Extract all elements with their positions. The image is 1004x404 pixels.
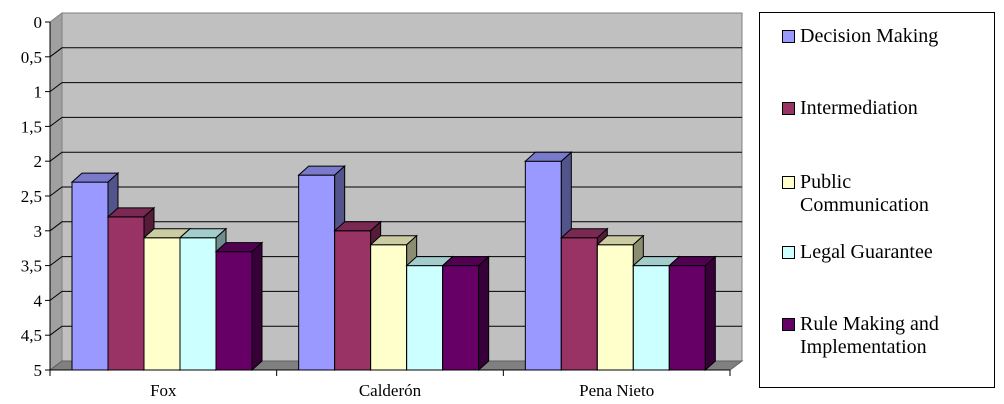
bar-front	[370, 244, 408, 371]
gridline	[49, 290, 742, 301]
legend-item: Rule Making and Implementation	[782, 313, 980, 359]
y-tick-label: 1	[34, 83, 43, 102]
bar-front	[215, 251, 253, 371]
x-tick-label: Pena Nieto	[579, 381, 654, 400]
bar-side	[478, 255, 490, 372]
bar-front	[298, 174, 336, 371]
bar	[668, 255, 717, 372]
bar-front	[143, 237, 181, 371]
gridline	[49, 47, 742, 58]
gridline	[49, 82, 742, 92]
bar-front	[632, 265, 670, 371]
x-tick-label: Calderón	[359, 381, 422, 400]
legend-swatch	[782, 246, 795, 259]
bar-front	[596, 244, 634, 371]
gridline	[49, 256, 742, 267]
y-tick-label: 4,5	[21, 326, 42, 345]
y-tick-label: 3,5	[21, 257, 42, 276]
chart-legend: Decision Making Intermediation Public Comm…	[759, 12, 995, 388]
y-tick-label: 3	[34, 222, 43, 241]
legend-item: Legal Guarantee	[782, 241, 980, 264]
legend-label: Decision Making	[800, 25, 939, 47]
legend-item: Decision Making	[782, 25, 980, 48]
y-tick-label: 0,5	[21, 48, 42, 67]
legend-swatch	[782, 30, 795, 43]
gridline	[49, 116, 742, 127]
legend-swatch	[782, 176, 795, 189]
gridline	[49, 151, 742, 162]
legend-swatch	[782, 102, 795, 115]
gridline	[49, 186, 742, 197]
y-tick-label: 2	[34, 152, 43, 171]
legend-label: Rule Making and Implementation	[800, 313, 939, 358]
legend-item: Public Communication	[782, 171, 980, 217]
bar-side	[251, 241, 263, 372]
bar-front	[71, 181, 109, 371]
bar-front	[179, 237, 217, 371]
legend-item: Intermediation	[782, 97, 980, 120]
y-tick-label: 2,5	[21, 187, 42, 206]
bar-front	[442, 265, 480, 371]
bar-front	[668, 265, 706, 371]
bar-front	[524, 160, 562, 371]
bar-side	[704, 255, 716, 372]
bar-front	[406, 265, 444, 371]
bar	[214, 241, 264, 372]
bar	[441, 255, 490, 372]
y-tick-label: 1,5	[21, 117, 42, 136]
bar-front	[334, 230, 372, 371]
y-tick-label: 4	[34, 291, 43, 310]
bar-front	[107, 216, 145, 371]
y-tick-label: 0	[34, 13, 43, 32]
gridline	[49, 221, 742, 232]
bar-chart: 0 0,5 1 1,5 2 2,5 3 3,5 4 4,5 5 Fox Calderón Pena Nie…	[21, 12, 744, 400]
x-tick-label: Fox	[150, 381, 177, 400]
y-tick-label: 5	[34, 361, 43, 380]
gridline	[49, 325, 742, 336]
bar-front	[560, 237, 598, 371]
legend-label: Intermediation	[800, 97, 918, 119]
legend-label: Public Communication	[800, 171, 929, 216]
legend-swatch	[782, 318, 795, 331]
legend-label: Legal Guarantee	[800, 241, 933, 263]
